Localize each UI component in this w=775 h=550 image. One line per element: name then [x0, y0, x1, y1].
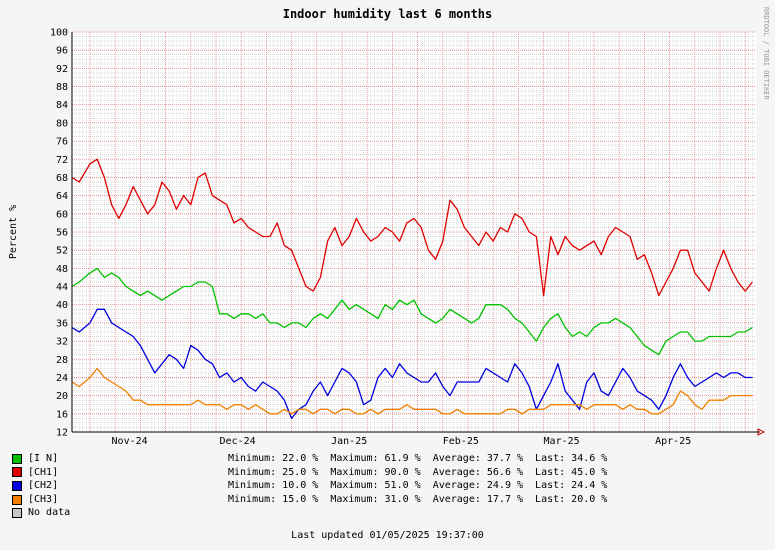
- y-tick-label: 68: [56, 173, 68, 184]
- series-line-ch3: [71, 367, 753, 415]
- y-tick-label: 100: [50, 28, 68, 39]
- stats-row: Minimum: 22.0 % Maximum: 61.9 % Average:…: [228, 453, 608, 464]
- y-tick-label: 32: [56, 337, 68, 348]
- y-tick-label: 44: [56, 282, 68, 293]
- legend-label: [I N]: [28, 453, 59, 464]
- legend-label: [CH1]: [28, 466, 59, 478]
- series-line-ch2: [71, 308, 753, 420]
- x-axis-arrow-icon: [757, 428, 766, 436]
- stats-row: Minimum: 25.0 % Maximum: 90.0 % Average:…: [228, 466, 608, 478]
- legend-item: No data: [12, 506, 70, 520]
- legend-swatch: [12, 467, 22, 478]
- y-tick-label: 36: [56, 318, 68, 329]
- legend-swatch: [12, 480, 22, 491]
- y-tick-label: 96: [56, 46, 68, 57]
- y-tick-label: 56: [56, 228, 68, 239]
- legend-label: [CH2]: [28, 480, 59, 492]
- legend-item: [I N]: [12, 452, 70, 466]
- y-tick-label: 52: [56, 246, 68, 257]
- y-axis-label: Percent %: [8, 205, 19, 259]
- y-tick-label: 92: [56, 64, 68, 75]
- y-tick-label: 72: [56, 155, 68, 166]
- y-tick-label: 76: [56, 137, 68, 148]
- stats-row: Minimum: 15.0 % Maximum: 31.0 % Average:…: [228, 493, 608, 505]
- legend-swatch: [12, 508, 22, 519]
- series-line-ch1: [71, 158, 753, 297]
- legend-swatch: [12, 453, 22, 464]
- y-tick-label: 88: [56, 82, 68, 93]
- y-tick-label: 64: [56, 191, 68, 202]
- legend-swatch: [12, 494, 22, 505]
- series-line-in: [71, 267, 753, 356]
- legend-item: [CH2]: [12, 479, 70, 493]
- y-tick-label: 20: [56, 391, 68, 402]
- x-tick-label: Dec-24: [220, 436, 256, 447]
- x-tick-label: Nov-24: [112, 436, 148, 447]
- stats-table: Minimum: 22.0 % Maximum: 61.9 % Average:…: [228, 452, 607, 506]
- last-updated: Last updated 01/05/2025 19:37:00: [291, 530, 484, 541]
- y-tick-label: 48: [56, 264, 68, 275]
- watermark-label: RRDTOOL / TOBI OETIKER: [762, 7, 770, 101]
- y-tick-label: 12: [56, 428, 68, 439]
- chart-title: Indoor humidity last 6 months: [282, 7, 493, 21]
- x-tick-label: Mar-25: [544, 436, 580, 447]
- y-tick-label: 16: [56, 409, 68, 420]
- x-tick-label: Apr-25: [655, 436, 691, 447]
- x-tick-label: Feb-25: [443, 436, 479, 447]
- y-tick-label: 80: [56, 118, 68, 129]
- legend-item: [CH3]: [12, 493, 70, 507]
- stats-row: Minimum: 10.0 % Maximum: 51.0 % Average:…: [228, 480, 608, 492]
- legend: [I N] [CH1] [CH2] [CH3] No data: [12, 452, 70, 520]
- y-tick-label: 40: [56, 300, 68, 311]
- x-tick-label: Jan-25: [331, 436, 367, 447]
- legend-item: [CH1]: [12, 466, 70, 480]
- y-tick-label: 60: [56, 209, 68, 220]
- y-tick-label: 28: [56, 355, 68, 366]
- legend-label: [CH3]: [28, 493, 59, 505]
- y-tick-label: 24: [56, 373, 68, 384]
- legend-label: No data: [28, 507, 71, 519]
- y-tick-label: 84: [56, 100, 68, 111]
